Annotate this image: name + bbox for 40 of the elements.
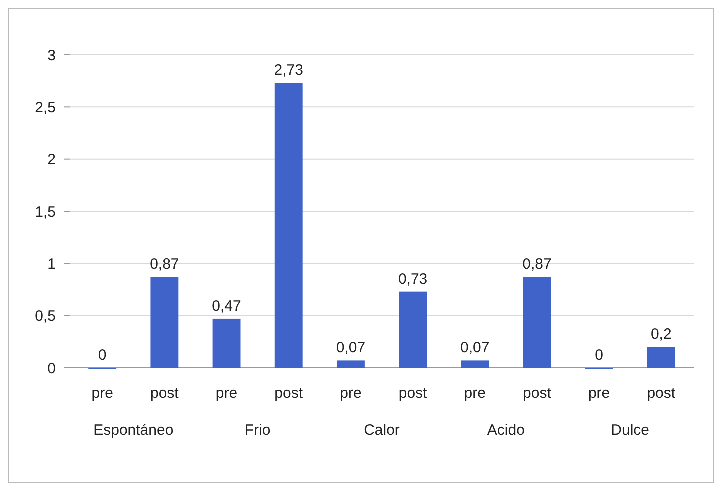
data-label: 0,07 (460, 340, 490, 357)
x-tick-label: pre (464, 385, 486, 402)
bar (336, 360, 365, 368)
y-tick-label: 0,5 (35, 308, 56, 326)
bar (274, 83, 303, 368)
y-tick-label: 3 (48, 47, 56, 64)
text: Calor (364, 422, 400, 439)
bar (150, 277, 179, 368)
x-tick-label: post (647, 385, 676, 402)
x-tick-label: pre (92, 385, 114, 402)
text: Dulce (611, 422, 650, 439)
y-tick-label: 1,5 (35, 204, 56, 221)
data-label: 0,87 (522, 256, 552, 274)
data-label: 0,07 (336, 340, 366, 357)
data-label: 0,2 (650, 326, 672, 344)
data-label: 0,87 (150, 256, 180, 274)
y-tick-label: 1 (48, 256, 56, 273)
data-label: 0,73 (398, 270, 428, 288)
data-label: 2,73 (274, 62, 304, 80)
bar (399, 292, 428, 368)
x-tick-label: pre (340, 385, 362, 402)
bar (647, 347, 676, 368)
x-tick-label: pre (216, 385, 238, 402)
text: Frio (244, 422, 271, 439)
text: Espontáneo (94, 422, 174, 439)
y-tick-label: 2,5 (35, 99, 56, 116)
x-tick-label: post (398, 385, 428, 402)
x-tick-label: post (523, 385, 552, 402)
bar (461, 360, 490, 368)
y-tick-label: 2 (48, 152, 56, 169)
y-tick-label: 0 (48, 360, 56, 378)
bar (523, 277, 552, 368)
data-label: 0 (98, 347, 107, 364)
bar (212, 318, 241, 368)
data-label: 0,47 (212, 298, 242, 315)
data-label: 0 (595, 347, 604, 364)
x-tick-label: post (150, 385, 180, 402)
x-tick-label: pre (588, 385, 610, 402)
text: Acido (487, 422, 525, 439)
x-tick-label: post (274, 385, 304, 402)
